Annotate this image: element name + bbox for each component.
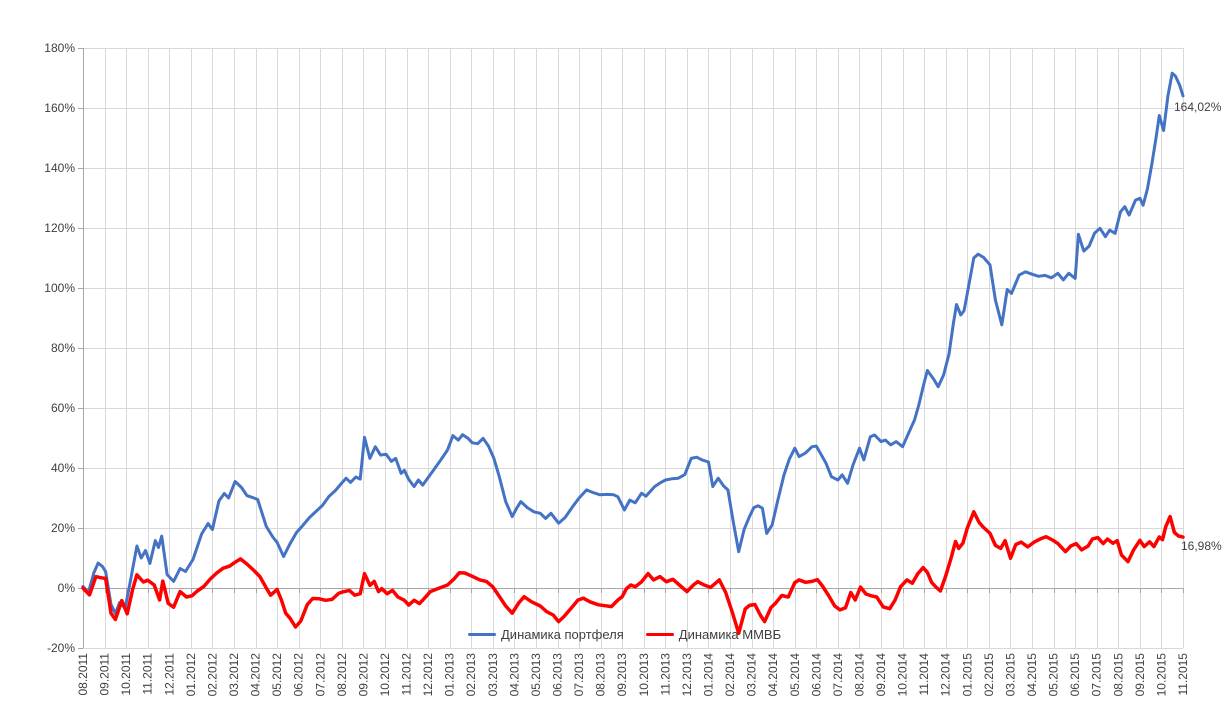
x-axis-tick-label: 02.2013 xyxy=(464,653,478,697)
y-axis-labels: -20% 0% 20% 40% 60% 80% 100% 120% 140% 160% 180% xyxy=(44,41,75,655)
x-axis-tick-label: 04.2014 xyxy=(766,653,780,697)
x-axis-tick-label: 08.2015 xyxy=(1111,653,1125,697)
x-axis-tick-label: 10.2011 xyxy=(119,653,133,696)
x-axis-tick-label: 09.2014 xyxy=(874,653,888,697)
x-axis-tick-label: 03.2014 xyxy=(745,653,759,697)
x-axis-tick-label: 09.2015 xyxy=(1133,653,1147,697)
x-axis-tick-label: 03.2013 xyxy=(486,653,500,697)
x-axis-tick-label: 06.2013 xyxy=(551,653,565,697)
x-axis-tick-label: 11.2011 xyxy=(141,653,155,695)
x-axis-tick-label: 05.2013 xyxy=(529,653,543,697)
x-axis-tick-label: 06.2014 xyxy=(809,653,823,697)
x-axis-tick-label: 11.2014 xyxy=(917,653,931,696)
y-axis-tick-label: 20% xyxy=(51,521,75,535)
x-axis-tick-label: 04.2013 xyxy=(507,653,521,697)
series-end-label-mmvb: 16,98% xyxy=(1181,539,1222,553)
y-axis-tick-label: 40% xyxy=(51,461,75,475)
x-axis-tick-label: 01.2014 xyxy=(701,653,715,697)
y-axis-tick-label: 120% xyxy=(44,221,75,235)
x-axis-tick-label: 05.2015 xyxy=(1047,653,1061,697)
mmvb-line-swatch xyxy=(645,633,674,636)
y-axis-tick-label: 0% xyxy=(58,581,76,595)
x-axis-tick-label: 05.2014 xyxy=(788,653,802,697)
legend-label-mmvb: Динамика ММВБ xyxy=(678,627,782,642)
mmvb-series-line xyxy=(81,510,1185,636)
y-axis-tick-label: 80% xyxy=(51,341,75,355)
legend-label-portfolio: Динамика портфеля xyxy=(501,627,624,642)
x-axis-tick-label: 11.2015 xyxy=(1176,653,1190,696)
x-axis-tick-label: 09.2013 xyxy=(615,653,629,697)
portfolio-series-line xyxy=(81,71,1185,615)
y-axis-tick-label: -20% xyxy=(47,641,75,655)
portfolio-line-swatch xyxy=(468,633,496,636)
x-axis-tick-label: 11.2012 xyxy=(400,653,414,696)
x-axis-tick-label: 10.2015 xyxy=(1154,653,1168,697)
x-axis-tick-label: 07.2013 xyxy=(572,653,586,697)
y-axis-tick-label: 180% xyxy=(44,41,75,55)
x-axis-tick-label: 05.2012 xyxy=(270,653,284,697)
x-axis-tick-label: 04.2015 xyxy=(1025,653,1039,697)
x-axis-tick-label: 08.2013 xyxy=(594,653,608,697)
x-axis-tick-label: 01.2013 xyxy=(443,653,457,697)
x-axis-tick-label: 01.2012 xyxy=(184,653,198,697)
x-axis-tick-label: 08.2012 xyxy=(335,653,349,697)
x-axis-tick-label: 11.2013 xyxy=(658,653,672,696)
x-axis-tick-label: 07.2014 xyxy=(831,653,845,697)
y-axis-tick-label: 60% xyxy=(51,401,75,415)
x-axis-tick-label: 03.2015 xyxy=(1003,653,1017,697)
x-axis-tick-label: 07.2012 xyxy=(313,653,327,697)
x-axis-tick-label: 02.2012 xyxy=(205,653,219,697)
chart-legend: Динамика портфеля Динамика ММВБ xyxy=(468,627,781,642)
x-axis-tick-label: 01.2015 xyxy=(960,653,974,697)
x-axis-tick-label: 12.2014 xyxy=(939,653,953,697)
gridlines xyxy=(83,48,1184,649)
series-end-label-portfolio: 164,02% xyxy=(1174,100,1222,114)
x-axis-tick-label: 12.2012 xyxy=(421,653,435,697)
x-axis-labels: 08.2011 09.2011 10.2011 11.2011 12.2011 01.20… xyxy=(76,653,1190,697)
x-axis-tick-label: 12.2013 xyxy=(680,653,694,697)
x-axis-tick-label: 08.2014 xyxy=(852,653,866,697)
x-axis-tick-label: 10.2013 xyxy=(637,653,651,697)
y-axis-tick-label: 160% xyxy=(44,101,75,115)
x-axis-tick-label: 03.2012 xyxy=(227,653,241,697)
x-axis-tick-label: 02.2015 xyxy=(982,653,996,697)
x-axis-tick-label: 09.2011 xyxy=(98,653,112,696)
legend-item-mmvb: Динамика ММВБ xyxy=(645,627,782,642)
x-axis-tick-label: 04.2012 xyxy=(249,653,263,697)
x-axis-tick-label: 02.2014 xyxy=(723,653,737,697)
x-axis-tick-label: 10.2014 xyxy=(896,653,910,697)
x-axis-tick-label: 10.2012 xyxy=(378,653,392,697)
x-axis-tick-label: 08.2011 xyxy=(76,653,90,696)
legend-item-portfolio: Динамика портфеля xyxy=(468,627,624,642)
x-axis-tick-label: 06.2015 xyxy=(1068,653,1082,697)
x-axis-tick-label: 06.2012 xyxy=(292,653,306,697)
x-axis-tick-label: 09.2012 xyxy=(356,653,370,697)
x-axis-tick-label: 07.2015 xyxy=(1090,653,1104,697)
y-axis-tick-label: 100% xyxy=(44,281,75,295)
y-axis-tick-label: 140% xyxy=(44,161,75,175)
x-axis-tick-label: 12.2011 xyxy=(162,653,176,696)
